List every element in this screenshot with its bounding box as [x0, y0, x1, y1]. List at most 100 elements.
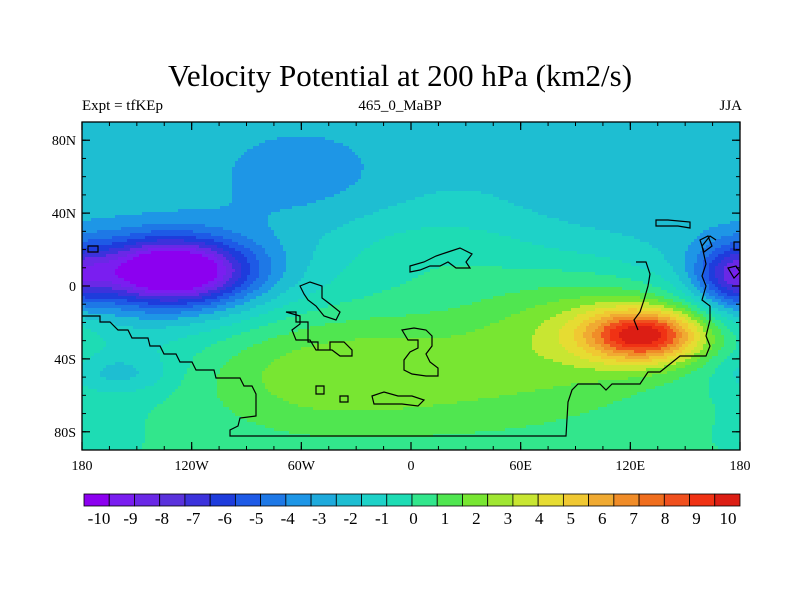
field-cell	[631, 152, 635, 156]
field-cell	[157, 131, 161, 135]
field-cell	[292, 179, 296, 183]
field-cell	[442, 167, 446, 171]
field-cell	[136, 134, 140, 138]
field-cell	[115, 146, 119, 150]
field-cell	[139, 137, 143, 141]
field-cell	[442, 170, 446, 174]
field-cell	[697, 149, 701, 153]
field-cell	[118, 134, 122, 138]
field-cell	[469, 149, 473, 153]
field-cell	[196, 185, 200, 189]
field-cell	[490, 185, 494, 189]
field-cell	[283, 179, 287, 183]
field-cell	[652, 128, 656, 132]
field-cell	[670, 161, 674, 165]
field-cell	[217, 128, 221, 132]
field-cell	[433, 170, 437, 174]
field-cell	[517, 161, 521, 165]
field-cell	[526, 179, 530, 183]
field-cell	[463, 179, 467, 183]
field-cell	[556, 155, 560, 159]
field-cell	[124, 131, 128, 135]
field-cell	[163, 170, 167, 174]
field-cell	[217, 182, 221, 186]
field-cell	[169, 185, 173, 189]
field-cell	[478, 164, 482, 168]
field-cell	[418, 155, 422, 159]
field-cell	[724, 155, 728, 159]
field-cell	[358, 143, 362, 147]
field-cell	[247, 131, 251, 135]
field-cell	[634, 134, 638, 138]
field-cell	[406, 125, 410, 129]
field-cell	[280, 146, 284, 150]
field-cell	[109, 155, 113, 159]
field-cell	[262, 182, 266, 186]
field-cell	[328, 158, 332, 162]
field-cell	[205, 152, 209, 156]
field-cell	[565, 176, 569, 180]
field-cell	[319, 185, 323, 189]
field-cell	[181, 149, 185, 153]
field-cell	[595, 158, 599, 162]
field-cell	[589, 185, 593, 189]
field-cell	[685, 164, 689, 168]
field-cell	[289, 185, 293, 189]
field-cell	[334, 149, 338, 153]
field-cell	[586, 146, 590, 150]
field-cell	[700, 185, 704, 189]
field-cell	[292, 128, 296, 132]
field-cell	[451, 176, 455, 180]
field-cell	[685, 173, 689, 177]
field-cell	[226, 182, 230, 186]
field-cell	[436, 164, 440, 168]
field-cell	[496, 158, 500, 162]
field-cell	[280, 155, 284, 159]
field-cell	[250, 143, 254, 147]
field-cell	[337, 146, 341, 150]
field-cell	[148, 143, 152, 147]
field-cell	[184, 188, 188, 192]
field-cell	[511, 155, 515, 159]
field-cell	[712, 137, 716, 141]
field-cell	[325, 149, 329, 153]
field-cell	[349, 134, 353, 138]
field-cell	[439, 128, 443, 132]
field-cell	[334, 146, 338, 150]
field-cell	[160, 131, 164, 135]
field-cell	[523, 182, 527, 186]
field-cell	[103, 137, 107, 141]
field-cell	[613, 137, 617, 141]
field-cell	[130, 131, 134, 135]
field-cell	[286, 149, 290, 153]
field-cell	[520, 149, 524, 153]
field-cell	[322, 128, 326, 132]
field-cell	[700, 179, 704, 183]
field-cell	[580, 125, 584, 129]
field-cell	[700, 152, 704, 156]
field-cell	[361, 128, 365, 132]
field-cell	[346, 140, 350, 144]
field-cell	[379, 155, 383, 159]
field-cell	[634, 161, 638, 165]
field-cell	[439, 188, 443, 192]
field-cell	[568, 176, 572, 180]
field-cell	[508, 125, 512, 129]
field-cell	[139, 140, 143, 144]
field-cell	[460, 176, 464, 180]
field-cell	[406, 152, 410, 156]
field-cell	[448, 152, 452, 156]
field-cell	[448, 167, 452, 171]
field-cell	[592, 167, 596, 171]
field-cell	[424, 161, 428, 165]
field-cell	[184, 149, 188, 153]
field-cell	[316, 146, 320, 150]
field-cell	[589, 140, 593, 144]
field-cell	[406, 167, 410, 171]
field-cell	[544, 161, 548, 165]
field-cell	[145, 146, 149, 150]
field-cell	[385, 158, 389, 162]
field-cell	[484, 185, 488, 189]
field-cell	[172, 188, 176, 192]
field-cell	[277, 125, 281, 129]
